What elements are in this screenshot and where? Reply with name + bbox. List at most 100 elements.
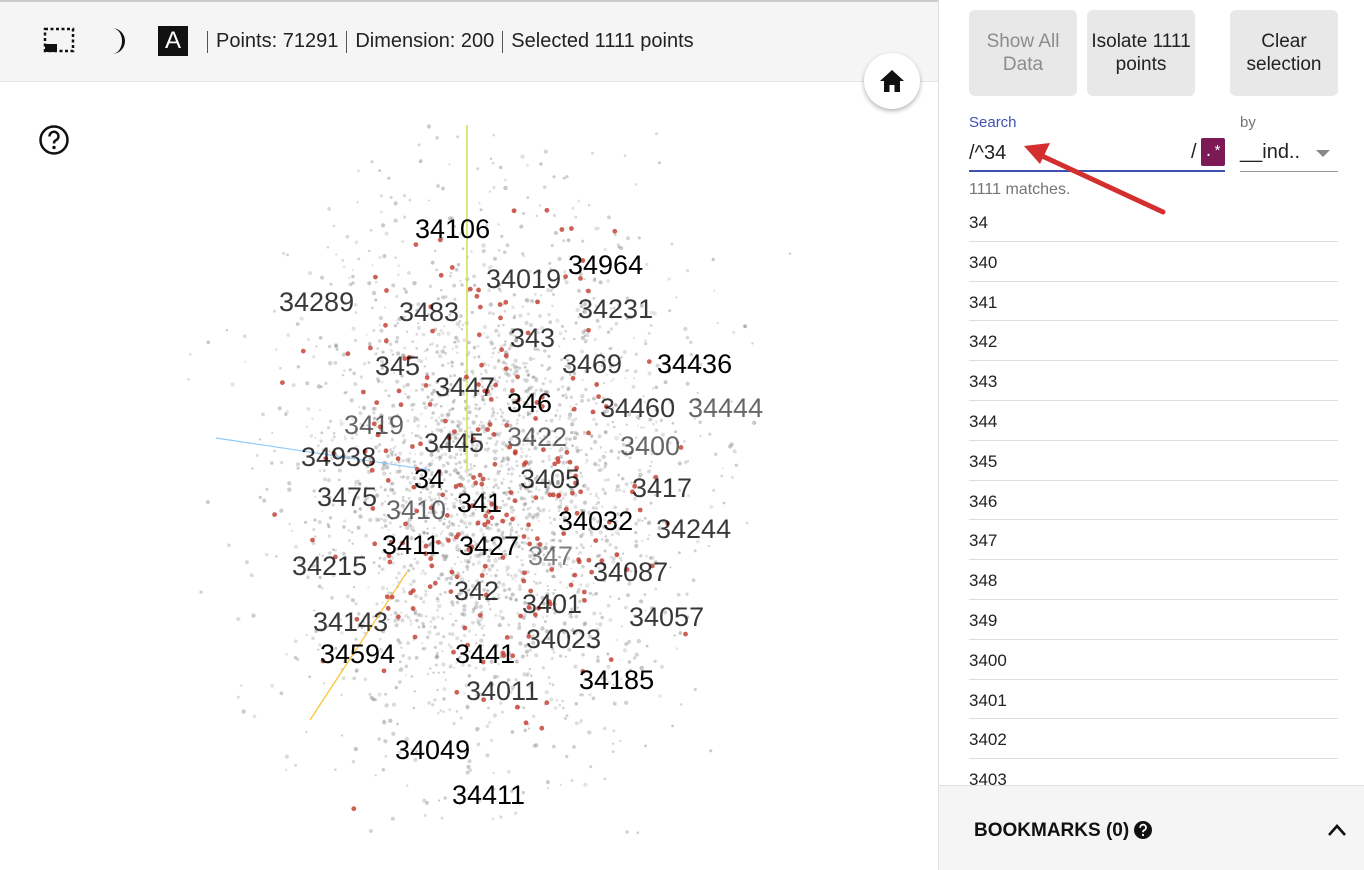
search-field[interactable]: / .* (969, 138, 1225, 172)
clear-selection-button[interactable]: Clear selection (1230, 10, 1338, 96)
data-point (627, 581, 632, 586)
reset-view-button[interactable] (864, 53, 920, 109)
data-point (557, 555, 561, 559)
data-point (693, 688, 697, 691)
data-point (456, 263, 461, 267)
data-point (605, 528, 608, 532)
data-point (474, 508, 477, 511)
data-point (618, 556, 622, 560)
scatter-plot[interactable]: 34106 34964 34019 34289 3483 34231 343 345 3469 3… (0, 83, 938, 870)
data-point (571, 444, 574, 448)
list-item[interactable]: 34 (969, 202, 1338, 242)
data-point (383, 524, 388, 528)
point-label: 3410 (386, 495, 446, 525)
selected-point (480, 476, 486, 482)
list-item[interactable]: 343 (969, 361, 1338, 401)
data-point (387, 618, 390, 621)
data-point (503, 491, 508, 496)
data-point (382, 720, 387, 725)
data-point (513, 334, 516, 338)
selected-point (569, 226, 574, 231)
search-by-select[interactable]: __ind.. (1240, 138, 1338, 172)
search-input[interactable] (969, 138, 1169, 168)
x-axis-line (215, 437, 431, 471)
data-point (588, 693, 592, 697)
data-point (597, 227, 600, 230)
list-item[interactable]: 3400 (969, 640, 1338, 680)
data-point (402, 475, 405, 478)
list-item[interactable]: 345 (969, 441, 1338, 481)
label-toggle-icon[interactable]: A (157, 26, 189, 56)
list-item[interactable]: 3402 (969, 719, 1338, 760)
data-point (474, 692, 478, 697)
chevron-up-icon[interactable] (1327, 822, 1347, 838)
list-item[interactable]: 3401 (969, 680, 1338, 720)
regex-toggle-button[interactable]: .* (1201, 138, 1225, 166)
data-point (582, 310, 585, 314)
data-point (529, 506, 532, 509)
selected-point (514, 704, 520, 710)
data-point (527, 412, 531, 416)
selected-point (526, 604, 532, 610)
data-point (401, 499, 405, 502)
data-point (451, 400, 456, 404)
data-point (400, 503, 405, 508)
data-point (332, 435, 336, 439)
list-item[interactable]: 349 (969, 600, 1338, 640)
data-point (722, 501, 726, 505)
data-point (484, 551, 487, 554)
data-point (605, 373, 608, 376)
data-point (407, 523, 412, 528)
list-item[interactable]: 3403 (969, 759, 1338, 786)
help-icon[interactable] (1133, 820, 1153, 840)
data-point (517, 284, 521, 287)
data-point (559, 502, 563, 506)
data-point (496, 674, 500, 679)
data-point (419, 361, 422, 364)
data-point (596, 658, 600, 663)
data-point (647, 371, 652, 376)
selected-point (272, 512, 277, 517)
data-point (324, 381, 328, 385)
data-point (432, 509, 435, 512)
data-point (282, 252, 286, 255)
list-item[interactable]: 346 (969, 481, 1338, 521)
data-point (316, 444, 320, 448)
data-point (579, 471, 582, 475)
list-item[interactable]: 348 (969, 560, 1338, 600)
data-point (524, 515, 529, 520)
data-point (357, 612, 361, 616)
data-point (687, 494, 690, 498)
data-point (520, 540, 524, 544)
isolate-points-button[interactable]: Isolate 1111 points (1087, 10, 1195, 96)
list-item[interactable]: 342 (969, 321, 1338, 362)
show-all-data-button[interactable]: Show All Data (969, 10, 1077, 96)
data-point (730, 475, 735, 480)
data-point (348, 572, 351, 575)
search-results-list[interactable]: 34 340 341 342 343 344 345 346 347 348 349 3400 3401… (969, 202, 1338, 786)
data-point (483, 402, 487, 406)
data-point (518, 474, 521, 478)
list-item[interactable]: 341 (969, 282, 1338, 322)
data-point (541, 601, 546, 606)
list-item[interactable]: 340 (969, 242, 1338, 282)
data-point (693, 417, 696, 421)
data-point (457, 524, 460, 528)
list-item[interactable]: 344 (969, 401, 1338, 441)
list-item[interactable]: 347 (969, 520, 1338, 561)
select-rect-icon[interactable] (43, 26, 75, 56)
data-point (514, 579, 517, 582)
data-point (547, 312, 551, 317)
data-point (451, 603, 455, 607)
data-point (404, 674, 407, 677)
data-point (601, 538, 604, 541)
data-point (515, 436, 519, 441)
help-icon[interactable] (38, 124, 70, 156)
data-point (539, 293, 543, 297)
data-point (296, 466, 300, 470)
data-point (652, 423, 655, 426)
data-point (622, 552, 625, 555)
data-point (485, 441, 489, 445)
night-mode-icon[interactable] (101, 26, 133, 56)
